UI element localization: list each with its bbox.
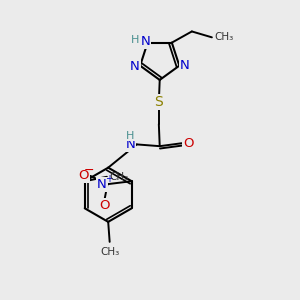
Text: N: N — [125, 138, 135, 151]
Text: +: + — [105, 174, 113, 184]
Text: N: N — [140, 35, 150, 48]
Text: CH₃: CH₃ — [109, 172, 128, 182]
Text: N: N — [130, 60, 140, 74]
Text: O: O — [183, 137, 194, 150]
Text: CH₃: CH₃ — [214, 32, 233, 42]
Text: H: H — [131, 35, 140, 45]
Text: S: S — [154, 95, 163, 109]
Text: −: − — [83, 164, 94, 177]
Text: O: O — [99, 200, 110, 212]
Text: N: N — [180, 59, 190, 72]
Text: N: N — [97, 178, 106, 191]
Text: O: O — [79, 169, 89, 182]
Text: CH₃: CH₃ — [100, 247, 119, 257]
Text: H: H — [126, 130, 134, 141]
